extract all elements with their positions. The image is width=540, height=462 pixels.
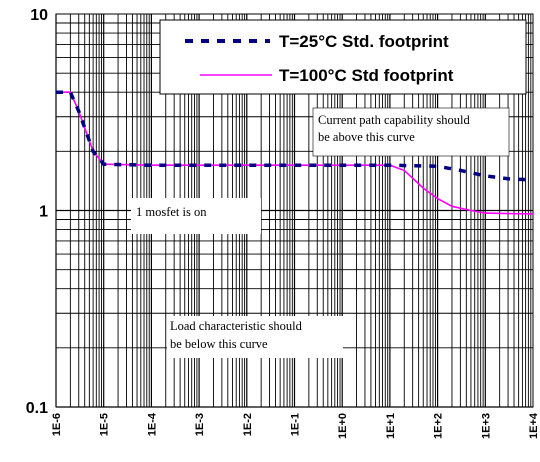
x-tick-label: 1E+2 bbox=[433, 413, 445, 439]
annotation-mosfet: 1 mosfet is on bbox=[131, 198, 261, 234]
legend-label-100c: T=100°C Std footprint bbox=[279, 66, 454, 85]
annotation-load: Load characteristic should be below this… bbox=[167, 316, 343, 358]
x-tick-label: 1E+4 bbox=[528, 412, 540, 439]
y-tick-label: 0.1 bbox=[26, 400, 48, 417]
y-tick-label: 1 bbox=[39, 204, 48, 221]
annotation-current-path-line2: be above this curve bbox=[318, 130, 415, 144]
annotation-current-path: Current path capability should be above … bbox=[312, 107, 510, 157]
annotation-current-path-line1: Current path capability should bbox=[318, 113, 470, 127]
series-line-25c bbox=[56, 90, 534, 182]
series-line-100c bbox=[56, 91, 534, 215]
x-tick-label: 1E+3 bbox=[480, 413, 492, 439]
x-tick-label: 1E-6 bbox=[51, 413, 63, 436]
x-tick-label: 1E-4 bbox=[146, 412, 158, 436]
annotation-load-line2: be below this curve bbox=[170, 337, 268, 351]
plot-frame bbox=[55, 13, 534, 408]
tick-labels: 0.1 1 10 1E-6 1E-5 1E-4 1E-3 1E-2 1E-1 1E+0 1E+1 1E… bbox=[26, 7, 540, 439]
legend: T=25°C Std. footprint T=100°C Std footpr… bbox=[159, 19, 527, 95]
series-layer bbox=[56, 90, 534, 215]
annotation-load-line1: Load characteristic should bbox=[170, 319, 303, 333]
x-tick-label: 1E+1 bbox=[385, 413, 397, 439]
x-tick-label: 1E-2 bbox=[242, 413, 254, 436]
legend-label-25c: T=25°C Std. footprint bbox=[279, 32, 449, 51]
legend-box bbox=[159, 19, 527, 95]
x-tick-label: 1E+0 bbox=[337, 413, 349, 439]
y-tick-label: 10 bbox=[30, 7, 48, 24]
x-tick-label: 1E-3 bbox=[194, 413, 206, 436]
annotation-mosfet-text: 1 mosfet is on bbox=[136, 205, 207, 219]
x-tick-label: 1E-1 bbox=[290, 413, 302, 436]
x-tick-label: 1E-5 bbox=[99, 413, 111, 436]
